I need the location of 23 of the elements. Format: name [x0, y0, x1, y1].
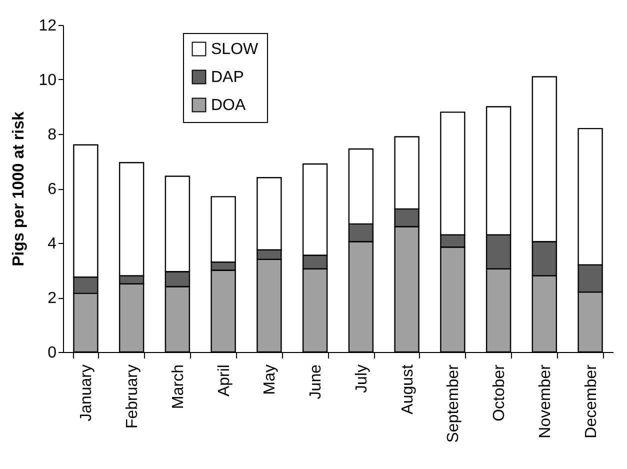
- y-axis-title: Pigs per 1000 at risk: [10, 112, 28, 266]
- x-tick-label: May: [262, 364, 279, 395]
- legend-label: SLOW: [211, 41, 260, 58]
- legend-label: DAP: [211, 69, 244, 86]
- x-tick-label: April: [216, 364, 233, 397]
- x-tick-label: March: [170, 364, 187, 409]
- x-tick-label: July: [353, 364, 370, 393]
- x-tick-label: August: [399, 364, 416, 414]
- x-tick-label: December: [582, 364, 600, 438]
- x-tick-label: June: [308, 364, 325, 400]
- y-tick-label: 2: [48, 290, 57, 307]
- y-tick-label: 12: [38, 18, 57, 34]
- y-tick-label: 4: [48, 236, 57, 252]
- legend-label: DOA: [211, 97, 246, 114]
- y-tick-label: 10: [38, 72, 57, 89]
- y-tick-label: 8: [48, 126, 57, 144]
- y-tick-label: 6: [48, 181, 57, 198]
- y-tick-label: 0: [48, 344, 57, 362]
- x-tick-label: September: [445, 364, 462, 443]
- x-tick-label: November: [536, 364, 554, 438]
- x-tick-label: October: [491, 364, 508, 422]
- x-tick-label: February: [124, 364, 142, 429]
- x-tick-label: January: [78, 364, 96, 422]
